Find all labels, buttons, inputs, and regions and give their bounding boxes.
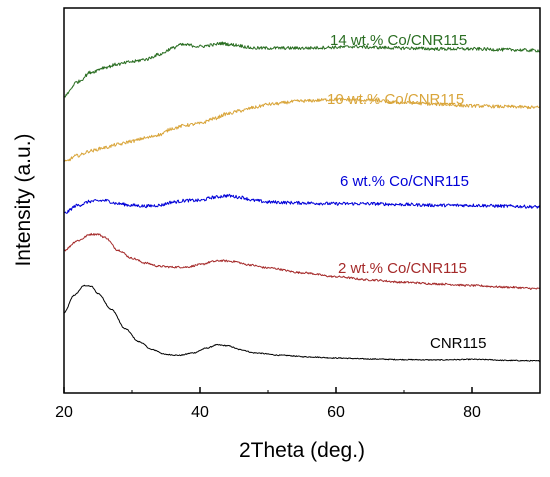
series-line-2 [63, 193, 541, 214]
x-tick-label-40: 40 [191, 404, 209, 421]
series-line-3 [63, 97, 541, 163]
series-label-14wt: 14 wt.% Co/CNR115 [330, 32, 467, 49]
x-tick-label-80: 80 [463, 404, 481, 421]
x-tick-label-20: 20 [55, 404, 73, 421]
series-line-4 [63, 41, 541, 98]
x-axis-title: 2Theta (deg.) [239, 439, 365, 462]
series-line-1 [63, 232, 541, 290]
series-layer [63, 41, 541, 362]
series-label-10wt: 10 wt.% Co/CNR115 [327, 91, 464, 108]
plot-frame [63, 7, 541, 394]
series-label-2wt: 2 wt.% Co/CNR115 [338, 260, 467, 277]
x-ticks: 20 40 60 80 [55, 387, 481, 421]
y-axis-title: Intensity (a.u.) [12, 133, 35, 266]
series-label-cnr115: CNR115 [430, 335, 486, 352]
x-tick-label-60: 60 [327, 404, 345, 421]
series-line-0 [63, 284, 541, 362]
series-label-6wt: 6 wt.% Co/CNR115 [340, 173, 469, 190]
